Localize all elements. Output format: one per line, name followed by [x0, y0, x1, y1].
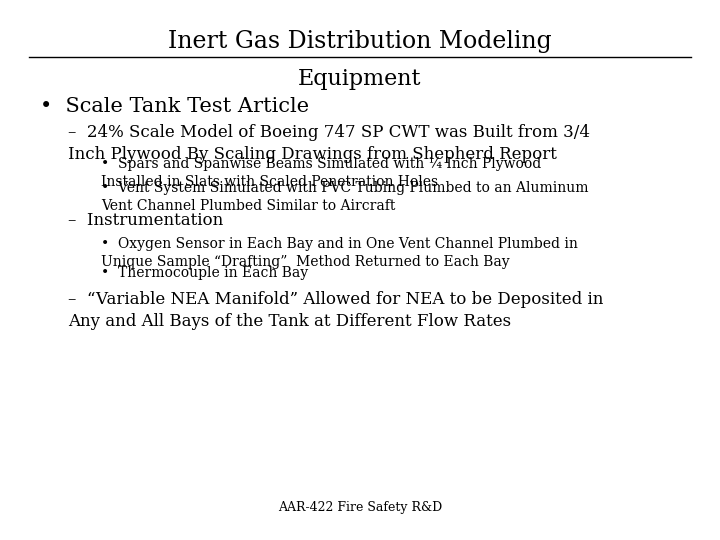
Text: •  Spars and Spanwise Beams Simulated with ¼ Inch Plywood
Installed in Slats wit: • Spars and Spanwise Beams Simulated wit…	[101, 157, 541, 189]
Text: •  Thermocouple in Each Bay: • Thermocouple in Each Bay	[101, 266, 308, 280]
Text: –  “Variable NEA Manifold” Allowed for NEA to be Deposited in
Any and All Bays o: – “Variable NEA Manifold” Allowed for NE…	[68, 291, 604, 330]
Text: Equipment: Equipment	[298, 68, 422, 90]
Text: AAR-422 Fire Safety R&D: AAR-422 Fire Safety R&D	[278, 501, 442, 514]
Text: •  Scale Tank Test Article: • Scale Tank Test Article	[40, 97, 309, 116]
Text: –  Instrumentation: – Instrumentation	[68, 212, 224, 228]
Text: Inert Gas Distribution Modeling: Inert Gas Distribution Modeling	[168, 30, 552, 53]
Text: •  Oxygen Sensor in Each Bay and in One Vent Channel Plumbed in
Unique Sample “D: • Oxygen Sensor in Each Bay and in One V…	[101, 237, 577, 269]
Text: •  Vent System Simulated with PVC Tubing Plumbed to an Aluminum
Vent Channel Plu: • Vent System Simulated with PVC Tubing …	[101, 181, 588, 213]
Text: –  24% Scale Model of Boeing 747 SP CWT was Built from 3/4
Inch Plywood By Scali: – 24% Scale Model of Boeing 747 SP CWT w…	[68, 124, 590, 164]
